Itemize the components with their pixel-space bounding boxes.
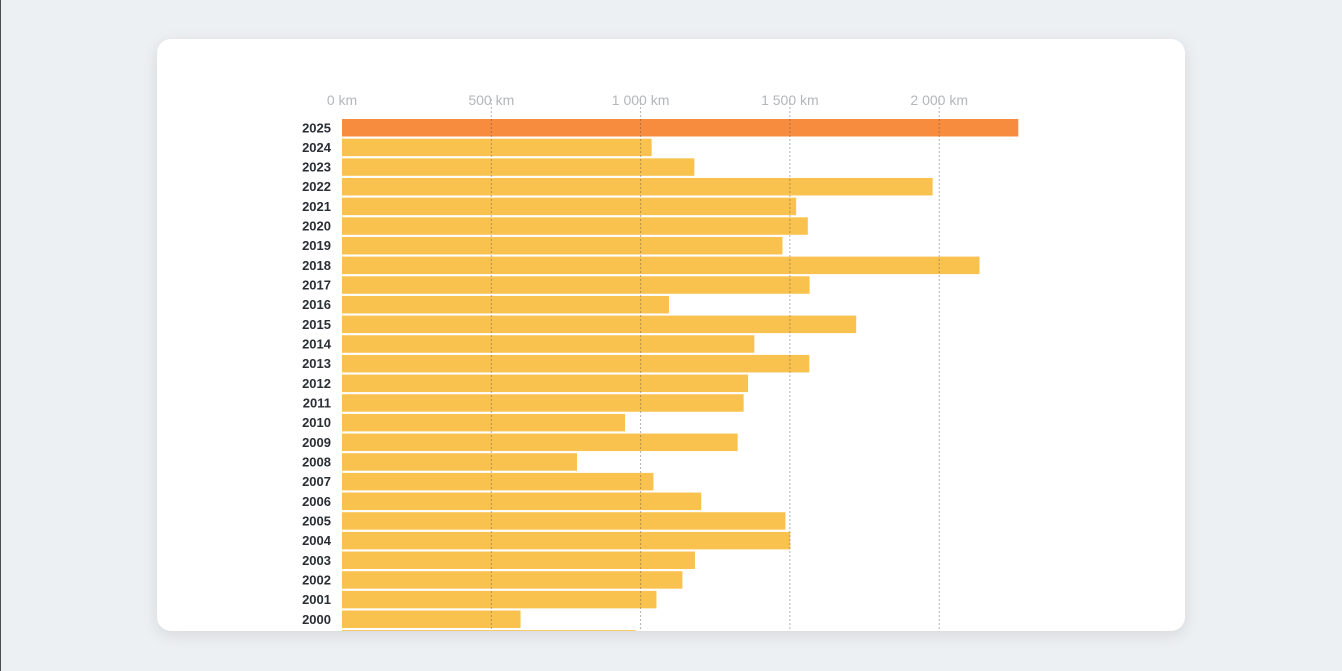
tick-label-1500: 1 500 km bbox=[761, 92, 819, 108]
bar-2018 bbox=[342, 256, 980, 275]
bar-2013 bbox=[342, 354, 810, 373]
grid-lines bbox=[490, 99, 940, 631]
category-label-2016: 2016 bbox=[302, 297, 331, 312]
bar-2000 bbox=[342, 610, 521, 628]
bar-2007 bbox=[342, 472, 654, 491]
bar-2009 bbox=[342, 433, 738, 452]
bar-2021 bbox=[342, 197, 797, 216]
category-label-2022: 2022 bbox=[302, 179, 331, 194]
category-label-2006: 2006 bbox=[302, 494, 331, 509]
bar-2014 bbox=[342, 335, 755, 353]
tick-label-0: 0 km bbox=[327, 92, 357, 108]
x-axis-ticks: 0 km 500 km 1 000 km 1 500 km 2 000 km bbox=[327, 92, 968, 108]
category-label-2001: 2001 bbox=[302, 592, 331, 607]
category-label-2005: 2005 bbox=[302, 513, 331, 528]
bar-2005 bbox=[342, 512, 786, 530]
category-label-2002: 2002 bbox=[302, 572, 331, 587]
tick-label-1000: 1 000 km bbox=[612, 92, 670, 108]
bar-2022 bbox=[342, 177, 933, 196]
category-label-2014: 2014 bbox=[302, 337, 332, 352]
bar-2004 bbox=[342, 531, 791, 550]
tick-label-500: 500 km bbox=[468, 92, 514, 108]
bar-2016 bbox=[342, 295, 669, 314]
bar-2017 bbox=[342, 276, 810, 294]
window-edge bbox=[0, 0, 1, 671]
category-label-2023: 2023 bbox=[302, 160, 331, 175]
bar-2024 bbox=[342, 138, 652, 157]
category-label-2013: 2013 bbox=[302, 356, 331, 371]
category-label-2015: 2015 bbox=[302, 317, 331, 332]
bar-chart: 0 km 500 km 1 000 km 1 500 km 2 000 km 20252… bbox=[302, 92, 1019, 631]
category-label-2003: 2003 bbox=[302, 553, 331, 568]
category-label-2004: 2004 bbox=[302, 533, 332, 548]
category-label-2012: 2012 bbox=[302, 376, 331, 391]
category-label-2008: 2008 bbox=[302, 454, 331, 469]
category-label-2017: 2017 bbox=[302, 278, 331, 293]
category-label-2025: 2025 bbox=[302, 120, 331, 135]
bar-2003 bbox=[342, 551, 695, 570]
chart-card: 0 km 500 km 1 000 km 1 500 km 2 000 km 2025 2… bbox=[157, 39, 1185, 631]
bar-2002 bbox=[342, 571, 683, 589]
bar-2006 bbox=[342, 492, 702, 511]
category-label-2011: 2011 bbox=[303, 395, 331, 410]
category-label-2018: 2018 bbox=[302, 258, 331, 273]
bar-2008 bbox=[342, 453, 577, 471]
category-label-2021: 2021 bbox=[302, 199, 331, 214]
category-label-2007: 2007 bbox=[302, 474, 331, 489]
category-label-2019: 2019 bbox=[302, 238, 331, 253]
bar-2015 bbox=[342, 315, 857, 334]
category-label-2009: 2009 bbox=[302, 435, 331, 450]
bar-2011 bbox=[342, 394, 744, 412]
bar-2001 bbox=[342, 590, 657, 609]
bar-2012 bbox=[342, 374, 749, 393]
category-label-2024: 2024 bbox=[302, 140, 332, 155]
bar-2020 bbox=[342, 217, 808, 235]
category-label-2010: 2010 bbox=[302, 415, 331, 430]
bar-2010 bbox=[342, 413, 626, 432]
bars-group bbox=[342, 119, 1019, 631]
bar-2023 bbox=[342, 158, 695, 176]
bar-2019 bbox=[342, 236, 783, 255]
bar-1999 bbox=[342, 630, 637, 631]
bar-2025 bbox=[342, 119, 1019, 137]
tick-label-2000: 2 000 km bbox=[910, 92, 968, 108]
category-label-2000: 2000 bbox=[302, 612, 331, 627]
category-label-2020: 2020 bbox=[302, 219, 331, 234]
y-axis-categories: 2025 2024 2023 2022 2021 2020 2019 2018 2017 2016… bbox=[302, 120, 332, 627]
